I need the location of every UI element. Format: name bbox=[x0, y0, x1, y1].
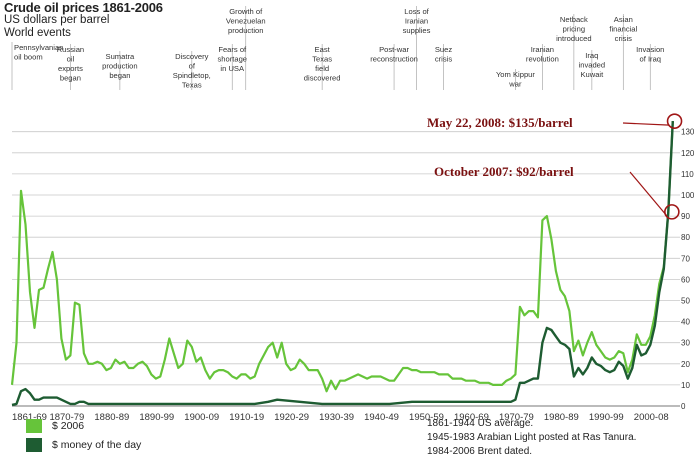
x-tick-label: 1890-99 bbox=[139, 412, 174, 423]
gridlines bbox=[12, 131, 680, 407]
y-tick-label: 90 bbox=[681, 212, 690, 221]
y-tick-label: 0 bbox=[681, 402, 686, 411]
x-tick-label: 1880-89 bbox=[94, 412, 129, 423]
legend-label-nominal: $ money of the day bbox=[52, 438, 142, 451]
y-tick-label: 30 bbox=[681, 339, 690, 348]
series-line-money-of-the-day bbox=[11, 121, 674, 407]
event-label: Yom Kippur war bbox=[496, 70, 535, 89]
annotations: May 22, 2008: $135/barrel October 2007: $… bbox=[427, 113, 683, 220]
legend-item-2006: $ 2006 bbox=[26, 416, 141, 435]
event-label: Fears of shortage in USA bbox=[217, 45, 247, 73]
note-line: 1984-2006 Brent dated. bbox=[427, 446, 533, 457]
y-tick-label: 120 bbox=[681, 149, 695, 158]
event-label: Russian oil exports began bbox=[57, 45, 84, 83]
series-line-2006-dollars bbox=[10, 121, 674, 393]
x-tick-label: 1861-69 bbox=[12, 412, 47, 423]
x-tick-label: 1950-59 bbox=[409, 412, 444, 423]
event-label: Discovery of Spindletop, Texas bbox=[173, 52, 211, 90]
annotation-label: October 2007: $92/barrel bbox=[434, 164, 574, 179]
legend-item-nominal: $ money of the day bbox=[26, 435, 141, 454]
y-tick-label: 40 bbox=[681, 318, 690, 327]
legend-swatch-2006 bbox=[26, 418, 42, 433]
event-label: Post-war reconstruction bbox=[370, 45, 418, 64]
event-markers bbox=[11, 6, 651, 90]
x-tick-label: 1870-79 bbox=[49, 412, 84, 423]
event-label: Growth of Venezuelan production bbox=[226, 7, 266, 35]
x-tick-label: 1990-99 bbox=[589, 412, 624, 423]
legend-swatch-nominal bbox=[26, 437, 42, 452]
event-label: Netback pricing introduced bbox=[556, 15, 591, 43]
x-tick-label: 1940-49 bbox=[364, 412, 399, 423]
event-label: Iraq invaded Kuwait bbox=[579, 51, 606, 79]
x-tick-label: 1920-29 bbox=[274, 412, 309, 423]
annotation-circle bbox=[664, 204, 680, 220]
event-label: Suez crisis bbox=[435, 45, 453, 64]
y-axis-ticks: 0 10 20 30 40 50 60 70 80 90 100 110 120 130 bbox=[681, 128, 695, 411]
x-tick-label: 1930-39 bbox=[319, 412, 354, 423]
annotation-label: May 22, 2008: $135/barrel bbox=[427, 115, 573, 130]
note-line: 1861-1944 US average. bbox=[427, 418, 534, 429]
events-heading: World events bbox=[4, 27, 71, 39]
x-tick-label: 1970-79 bbox=[499, 412, 534, 423]
event-label: Invasion of Iraq bbox=[636, 45, 664, 64]
y-tick-label: 130 bbox=[681, 128, 695, 137]
annotation-pointer bbox=[629, 171, 668, 217]
y-tick-label: 80 bbox=[681, 233, 690, 242]
event-label: Loss of Iranian supplies bbox=[403, 7, 431, 35]
y-tick-label: 100 bbox=[681, 191, 695, 200]
y-tick-label: 70 bbox=[681, 254, 690, 263]
chart-title: Crude oil prices 1861-2006 bbox=[4, 0, 163, 15]
note-line: 1945-1983 Arabian Light posted at Ras Ta… bbox=[427, 432, 637, 443]
x-axis-ticks: 1861-69 1870-79 1880-89 1890-99 1900-09 1910-… bbox=[12, 412, 669, 423]
y-tick-label: 50 bbox=[681, 297, 690, 306]
event-label: Iranian revolution bbox=[526, 45, 559, 64]
chart-subtitle: US dollars per barrel bbox=[4, 14, 110, 26]
x-tick-label: 1900-09 bbox=[184, 412, 219, 423]
y-tick-label: 10 bbox=[681, 381, 690, 390]
event-label: Asian financial crisis bbox=[609, 15, 637, 43]
legend: $ 2006 $ money of the day bbox=[26, 416, 141, 454]
event-label: East Texas field discovered bbox=[304, 45, 341, 83]
annotation-circle bbox=[666, 113, 683, 129]
y-tick-label: 110 bbox=[681, 170, 694, 179]
source-notes: 1861-1944 US average. 1945-1983 Arabian … bbox=[427, 417, 636, 459]
data-series bbox=[10, 121, 674, 407]
annotation-pointer bbox=[622, 122, 670, 126]
x-tick-label: 1980-89 bbox=[544, 412, 579, 423]
y-tick-label: 60 bbox=[681, 275, 690, 284]
event-label: Sumatra production began bbox=[102, 52, 137, 80]
y-tick-label: 20 bbox=[681, 360, 690, 369]
event-label: Pennsylvanian oil boom bbox=[14, 43, 63, 62]
x-tick-label: 2000-08 bbox=[634, 412, 669, 423]
x-tick-label: 1910-19 bbox=[229, 412, 264, 423]
legend-label-2006: $ 2006 bbox=[52, 419, 85, 432]
x-tick-label: 1960-69 bbox=[454, 412, 489, 423]
